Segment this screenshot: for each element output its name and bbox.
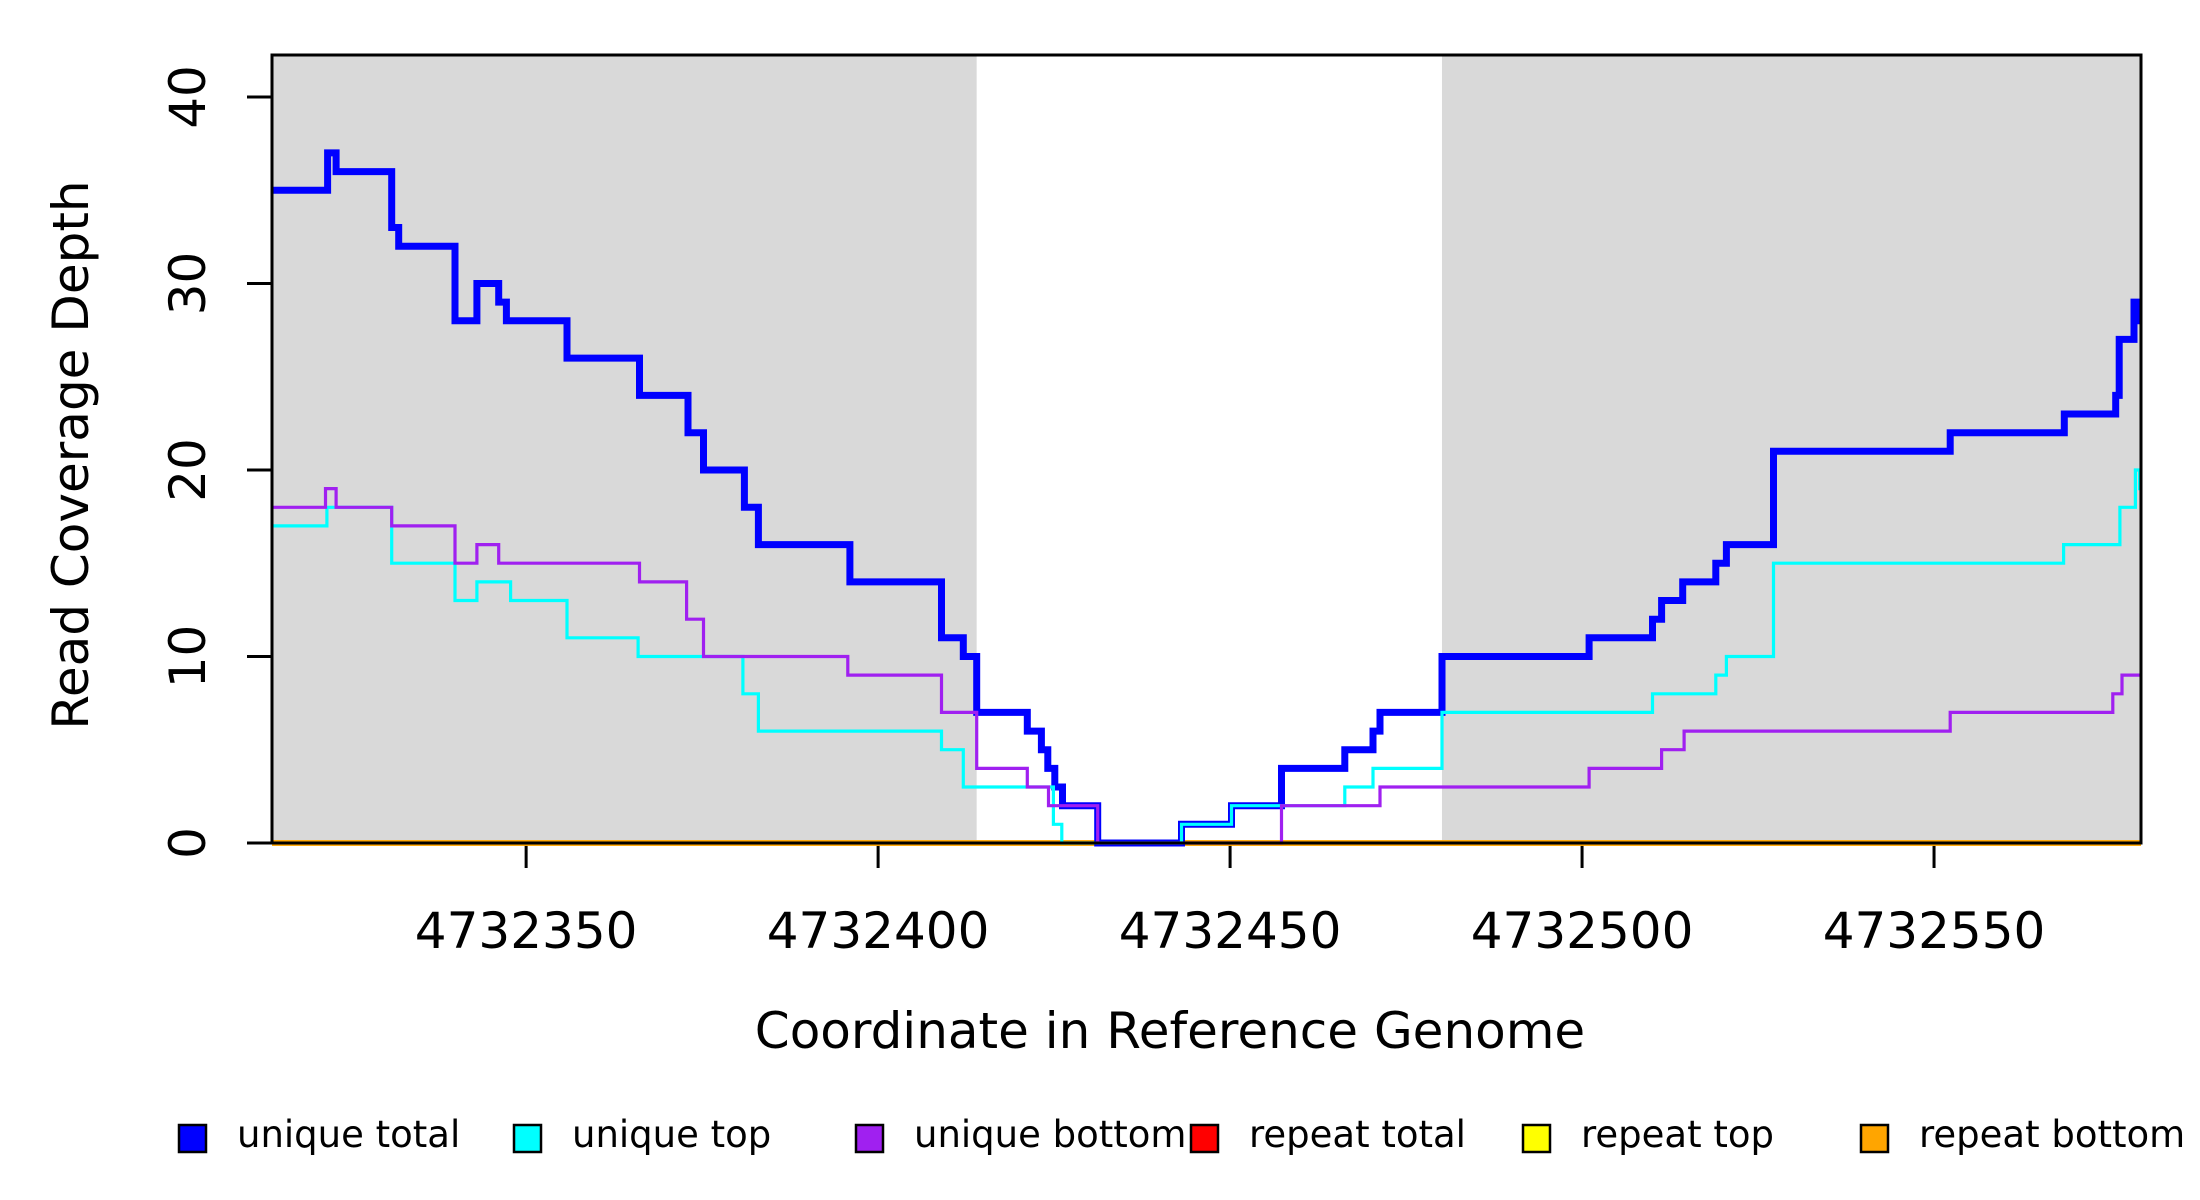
- y-tick-label: 40: [159, 65, 217, 129]
- legend-item-unique-top: unique top: [512, 1113, 771, 1156]
- x-axis-title: Coordinate in Reference Genome: [755, 1002, 1585, 1060]
- y-tick-label: 0: [159, 827, 217, 859]
- y-tick-label: 10: [159, 625, 217, 689]
- legend-item-repeat-top: repeat top: [1521, 1113, 1774, 1156]
- legend-item-repeat-bottom: repeat bottom: [1859, 1113, 2185, 1156]
- legend-label-repeat-total: repeat total: [1249, 1113, 1466, 1156]
- legend-label-repeat-top: repeat top: [1581, 1113, 1774, 1156]
- legend-label-unique-total: unique total: [237, 1113, 460, 1156]
- legend-item-unique-bottom: unique bottom: [854, 1113, 1186, 1156]
- plot-border-layer: [270, 53, 2143, 845]
- y-tick-label: 20: [159, 438, 217, 502]
- legend-label-unique-top: unique top: [572, 1113, 771, 1156]
- legend-swatch-unique-total: [177, 1123, 208, 1154]
- x-tick-label: 4732500: [1471, 902, 1694, 960]
- x-tick-label: 4732400: [767, 902, 990, 960]
- legend: unique total unique top unique bottom repea…: [177, 1113, 2185, 1156]
- legend-item-repeat-total: repeat total: [1189, 1113, 1466, 1156]
- legend-swatch-unique-bottom: [854, 1123, 885, 1154]
- y-tick-label: 30: [159, 252, 217, 316]
- x-tick-label: 4732550: [1823, 902, 2046, 960]
- legend-label-unique-bottom: unique bottom: [914, 1113, 1186, 1156]
- series-line-unique-total: [272, 149, 2143, 847]
- legend-swatch-repeat-total: [1189, 1123, 1220, 1154]
- series-line-unique-bottom: [272, 487, 2141, 845]
- legend-swatch-unique-top: [512, 1123, 543, 1154]
- axes-layer: 4732350 4732400 4732450 4732500 4732550 0 10 20…: [159, 65, 2045, 960]
- legend-label-repeat-bottom: repeat bottom: [1919, 1113, 2185, 1156]
- y-axis-title: Read Coverage Depth: [42, 180, 100, 729]
- legend-swatch-repeat-bottom: [1859, 1123, 1890, 1154]
- legend-swatch-repeat-top: [1521, 1123, 1552, 1154]
- x-tick-label: 4732350: [415, 902, 638, 960]
- plot-border: [270, 53, 2143, 845]
- legend-item-unique-total: unique total: [177, 1113, 460, 1156]
- x-tick-label: 4732450: [1119, 902, 1342, 960]
